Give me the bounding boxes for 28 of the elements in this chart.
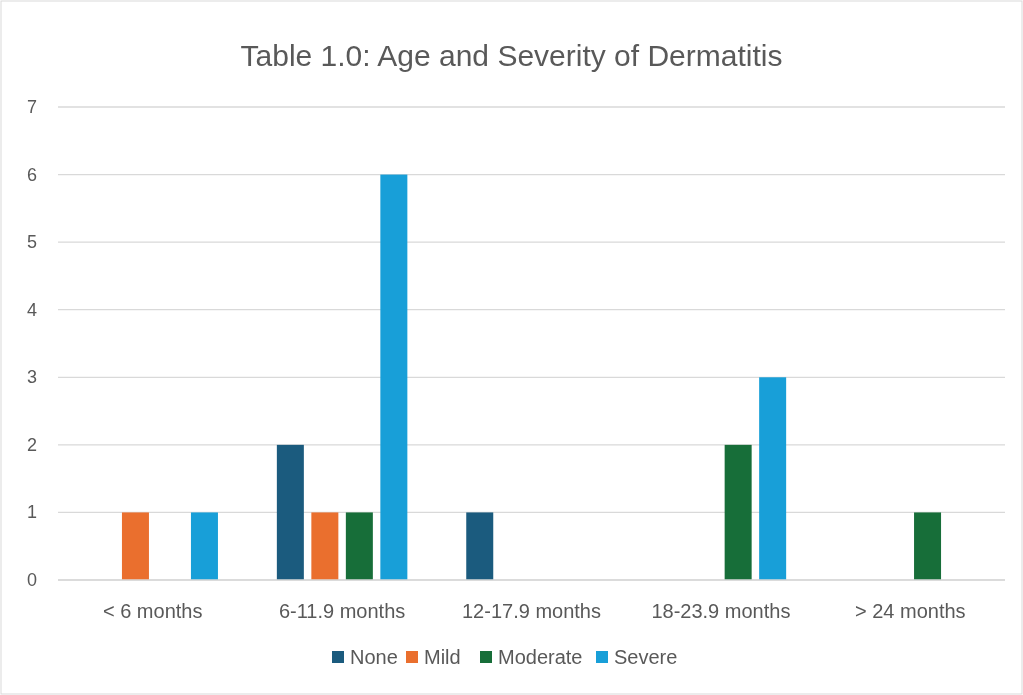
legend-label: None <box>350 646 398 668</box>
bar <box>345 512 373 580</box>
x-tick-label: > 24 months <box>854 600 966 622</box>
bar <box>724 444 752 580</box>
y-tick-label: 1 <box>26 502 38 523</box>
bar <box>380 174 408 580</box>
y-tick-label: 0 <box>26 570 38 590</box>
bar <box>121 512 149 580</box>
x-tick-label: 6-11.9 months <box>278 600 406 622</box>
y-tick-label: 7 <box>26 97 38 117</box>
x-tick-label: 18-23.9 months <box>651 600 791 622</box>
y-tick-label: 4 <box>26 299 38 320</box>
bar <box>914 512 942 580</box>
bar <box>276 444 304 580</box>
legend-label: Severe <box>614 646 678 668</box>
y-tick-label: 6 <box>26 164 38 185</box>
legend-label: Mild <box>424 646 461 668</box>
y-tick-label: 2 <box>26 434 38 455</box>
bar <box>466 512 494 580</box>
x-tick-label: < 6 months <box>102 600 203 622</box>
y-tick-label: 5 <box>26 232 38 253</box>
x-tick-label: 12-17.9 months <box>462 600 601 622</box>
legend-label: Moderate <box>498 646 583 668</box>
y-tick-label: 3 <box>26 367 38 388</box>
bar <box>190 512 218 580</box>
bar <box>759 377 787 580</box>
bar <box>311 512 339 580</box>
chart-title: Table 1.0: Age and Severity of Dermatitis <box>240 39 783 72</box>
